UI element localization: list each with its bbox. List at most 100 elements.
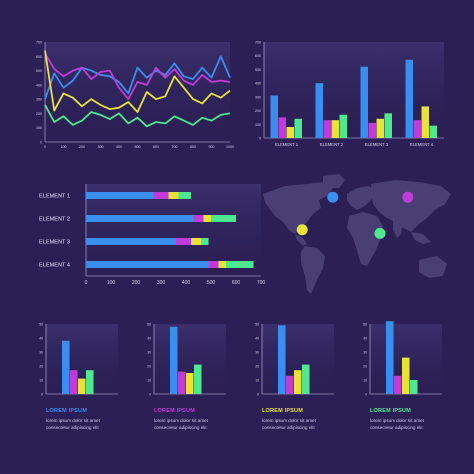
y-tick-label: 50 [147, 323, 151, 327]
map-marker [296, 224, 308, 236]
y-tick-label: 30 [363, 351, 367, 355]
x-tick-label: 700 [172, 145, 178, 149]
y-tick-label: 10 [363, 379, 367, 383]
bar-segment [86, 238, 176, 245]
bar [376, 118, 384, 138]
y-tick-label: 30 [39, 351, 43, 355]
bar [278, 117, 286, 138]
bar [278, 325, 286, 394]
plot-area [45, 42, 230, 142]
bar-segment [226, 261, 254, 268]
y-tick-label: 0 [257, 393, 259, 397]
mini-chart-4: 0 10 20 30 40 50 LOREM IPSUM lorem ipsum dolo… [362, 321, 462, 442]
mini-chart-1-svg: 0 10 20 30 40 50 [39, 323, 118, 397]
mini-chart-1-text-2: consectetur adipiscing elit [46, 425, 99, 430]
y-tick-label: 700 [36, 41, 42, 45]
continent-central-america [295, 234, 307, 246]
bar [405, 59, 413, 139]
y-tick-label: 40 [363, 337, 367, 341]
bar-segment [178, 192, 191, 199]
continent-south-america [301, 246, 325, 294]
y-tick-label: 200 [255, 109, 261, 113]
mini-chart-1-title: LOREM IPSUM [46, 408, 88, 414]
bar [170, 326, 178, 394]
y-category-label: ELEMENT 2 [39, 217, 70, 223]
x-tick-label: 400 [182, 280, 191, 286]
mini-chart-3-text-1: lorem ipsum dolor sit amet [262, 418, 316, 423]
x-tick-label: 600 [232, 280, 241, 286]
x-tick-label: 100 [107, 280, 116, 286]
bar-segment [153, 192, 169, 199]
bar [286, 375, 294, 394]
hbar-chart-svg: 0 100 200 300 400 500 600 700 ELEMENT 1 ELEMENT 2… [39, 184, 266, 286]
y-tick-label: 700 [255, 41, 261, 45]
map-marker [402, 191, 414, 203]
bar [70, 370, 78, 394]
y-tick-label: 300 [36, 98, 42, 102]
bar [294, 370, 302, 394]
bar-segment [86, 192, 154, 199]
mini-chart-2-text-1: lorem ipsum dolor sit amet [154, 418, 208, 423]
y-tick-label: 500 [36, 69, 42, 73]
x-tick-label: 0 [44, 145, 46, 149]
x-tick-label: 700 [257, 280, 266, 286]
world-map [255, 172, 455, 302]
bar [368, 122, 376, 138]
bar-segment [86, 215, 194, 222]
continent-southeast-asia [411, 232, 431, 244]
bar [360, 66, 368, 138]
bar [429, 125, 437, 138]
y-category-label: ELEMENT 1 [39, 194, 70, 200]
y-tick-label: 40 [39, 337, 43, 341]
mini-chart-4-text-1: lorem ipsum dolor sit amet [370, 418, 424, 423]
bar-segment [203, 215, 211, 222]
mini-chart-3-title: LOREM IPSUM [262, 408, 304, 414]
continent-greenland [323, 174, 345, 188]
plot-area [86, 184, 261, 276]
x-tick-label: 100 [61, 145, 67, 149]
mini-chart-2-svg: 0 10 20 30 40 50 [147, 323, 226, 397]
y-tick-label: 600 [255, 54, 261, 58]
y-tick-label: 10 [255, 379, 259, 383]
bar [394, 375, 402, 394]
bar-chart-top-svg: 0 100 200 300 400 500 600 700 ELEMENT 1 ELEMENT 2… [255, 41, 444, 147]
y-tick-label: 20 [147, 365, 151, 369]
bar [413, 120, 421, 138]
bar [78, 378, 86, 394]
bar-segment [211, 215, 236, 222]
bar [386, 321, 394, 394]
x-tick-label: 300 [157, 280, 166, 286]
bar-segment [168, 192, 179, 199]
y-tick-label: 400 [255, 82, 261, 86]
bar [286, 127, 294, 138]
y-tick-label: 100 [36, 126, 42, 130]
line-chart: 0 100 200 300 400 500 600 700 0 100 200 300 400 500 60… [28, 36, 238, 156]
y-tick-label: 500 [255, 68, 261, 72]
y-tick-label: 0 [41, 393, 43, 397]
x-category-label: ELEMENT 4 [410, 142, 434, 147]
bar-segment [86, 261, 209, 268]
series-line [44, 52, 231, 100]
y-tick-label: 400 [36, 83, 42, 87]
y-tick-label: 600 [36, 55, 42, 59]
x-category-label: ELEMENT 2 [320, 142, 344, 147]
y-tick-label: 50 [255, 323, 259, 327]
mini-chart-4-svg: 0 10 20 30 40 50 [363, 321, 442, 397]
x-tick-label: 400 [116, 145, 122, 149]
bar [339, 114, 347, 138]
x-category-label: ELEMENT 1 [275, 142, 299, 147]
y-tick-label: 200 [36, 112, 42, 116]
y-tick-label: 10 [39, 379, 43, 383]
mini-chart-4-title: LOREM IPSUM [370, 408, 412, 414]
continent-north-america [263, 182, 333, 234]
x-tick-label: 200 [132, 280, 141, 286]
bar [178, 371, 186, 394]
map-marker [327, 191, 339, 203]
mini-chart-2-text-2: consectetur adipiscing elit [154, 425, 207, 430]
mini-chart-2-title: LOREM IPSUM [154, 408, 196, 414]
mini-chart-3-svg: 0 10 20 30 40 50 [255, 323, 334, 397]
x-tick-label: 500 [135, 145, 141, 149]
continent-europe [347, 186, 375, 210]
x-tick-label: 200 [79, 145, 85, 149]
bar [331, 120, 339, 138]
